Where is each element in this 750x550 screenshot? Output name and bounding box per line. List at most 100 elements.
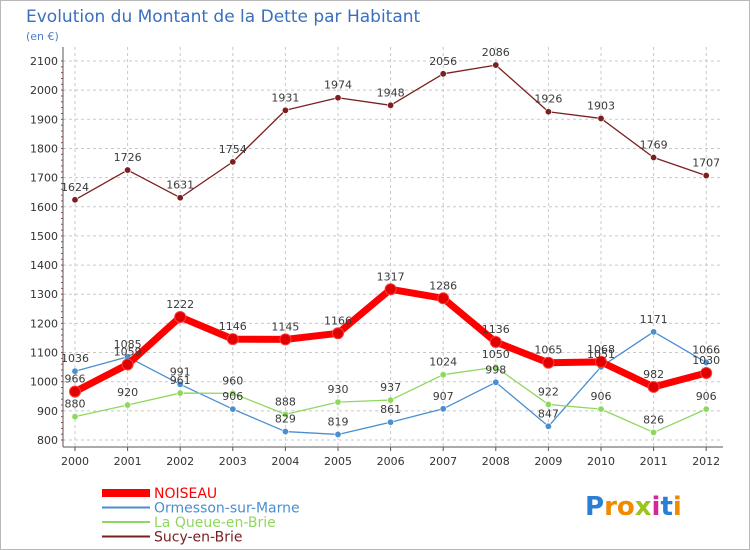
data-label: 1024 — [429, 356, 457, 369]
data-point — [176, 380, 184, 388]
data-point — [69, 385, 81, 398]
data-label: 1222 — [166, 298, 194, 311]
data-label: 1145 — [271, 320, 299, 333]
data-point — [439, 371, 447, 379]
data-point — [647, 380, 660, 393]
legend-label: Ormesson-sur-Marne — [154, 501, 300, 517]
x-tick-label: 2001 — [114, 455, 142, 468]
data-label: 1136 — [482, 323, 510, 336]
y-tick-label: 1700 — [30, 172, 58, 185]
data-label: 1726 — [114, 151, 142, 164]
data-label: 1931 — [271, 91, 299, 104]
logo-letter: x — [635, 492, 652, 522]
data-label: 1317 — [377, 270, 405, 283]
data-label: 1926 — [534, 93, 562, 106]
data-point — [544, 422, 552, 430]
x-tick-label: 2005 — [324, 455, 352, 468]
data-point — [595, 355, 607, 368]
axes: 800 900 1000 1100 1200 1300 1400 1500 1600 1700 18… — [30, 47, 723, 468]
data-label: 1171 — [640, 313, 668, 326]
data-point — [121, 358, 134, 371]
data-label: 847 — [538, 407, 559, 420]
data-label: 998 — [485, 363, 506, 376]
x-tick-label: 2010 — [587, 455, 615, 468]
legend-label: La Queue-en-Brie — [154, 515, 276, 531]
data-point — [281, 106, 289, 114]
data-point — [702, 172, 710, 180]
data-label: 906 — [696, 390, 717, 403]
data-point — [334, 94, 342, 102]
data-label: 982 — [643, 368, 664, 381]
data-labels: 1624 1726 1631 1754 1931 1974 1948 2056 2086 1926… — [61, 46, 720, 428]
data-point — [229, 158, 237, 166]
data-label: 1146 — [219, 320, 247, 333]
data-label: 907 — [433, 390, 454, 403]
data-label: 1948 — [377, 86, 405, 99]
x-tick-label: 2009 — [534, 455, 562, 468]
data-label: 826 — [643, 413, 664, 426]
data-label: 888 — [275, 395, 296, 408]
y-tick-label: 800 — [37, 434, 58, 447]
data-point — [702, 358, 710, 366]
data-label: 961 — [170, 374, 191, 387]
x-tick-label: 2006 — [377, 455, 405, 468]
data-point — [387, 418, 395, 426]
x-tick-label: 2012 — [692, 455, 720, 468]
data-label: 920 — [117, 386, 138, 399]
logo-text: Proxiti — [585, 492, 682, 522]
proxiti-logo: Proxiti — [585, 492, 682, 522]
data-label: 1068 — [587, 343, 615, 356]
data-point — [597, 114, 605, 122]
y-tick-label: 1900 — [30, 113, 58, 126]
data-label: 906 — [591, 390, 612, 403]
data-label: 819 — [328, 415, 349, 428]
data-point — [176, 194, 184, 202]
data-point — [384, 283, 397, 296]
data-label: 991 — [170, 365, 191, 378]
data-label: 1065 — [534, 344, 562, 357]
data-label: 922 — [538, 385, 559, 398]
data-label: 1707 — [692, 157, 720, 170]
legend-label: NOISEAU — [154, 486, 217, 502]
data-point — [544, 108, 552, 116]
data-point — [387, 396, 395, 404]
data-label: 1166 — [324, 314, 352, 327]
x-tick-label: 2000 — [61, 455, 89, 468]
data-label: 1631 — [166, 179, 194, 192]
data-point — [439, 405, 447, 413]
data-label: 1754 — [219, 143, 247, 156]
data-label: 960 — [222, 374, 243, 387]
data-point — [492, 61, 500, 69]
y-tick-label: 1600 — [30, 201, 58, 214]
data-point — [597, 405, 605, 413]
data-point — [489, 336, 502, 349]
y-tick-label: 1100 — [30, 347, 58, 360]
data-label: 2086 — [482, 46, 510, 59]
x-tick-label: 2011 — [640, 455, 668, 468]
data-point — [492, 363, 500, 371]
data-point — [71, 413, 79, 421]
data-point — [71, 196, 79, 204]
data-label: 1066 — [692, 343, 720, 356]
data-point — [334, 398, 342, 406]
data-point — [492, 378, 500, 386]
data-point — [229, 389, 237, 397]
x-tick-label: 2007 — [429, 455, 457, 468]
y-tick-label: 2100 — [30, 55, 58, 68]
data-label: 1059 — [114, 345, 142, 358]
data-point — [229, 405, 237, 413]
data-label: 880 — [65, 398, 86, 411]
data-label: 1030 — [692, 354, 720, 367]
data-label: 1050 — [482, 348, 510, 361]
data-point — [176, 389, 184, 397]
logo-letter: P — [585, 492, 604, 522]
data-label: 1624 — [61, 181, 89, 194]
y-tick-label: 2000 — [30, 84, 58, 97]
data-label: 1974 — [324, 79, 352, 92]
y-tick-label: 1000 — [30, 376, 58, 389]
y-tick-label: 1500 — [30, 230, 58, 243]
data-point — [281, 428, 289, 436]
data-point — [332, 327, 344, 340]
data-point — [174, 310, 187, 323]
data-point — [226, 333, 239, 346]
